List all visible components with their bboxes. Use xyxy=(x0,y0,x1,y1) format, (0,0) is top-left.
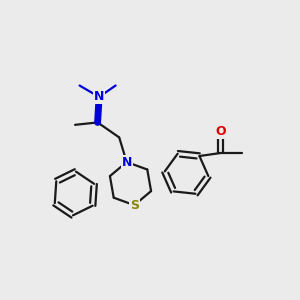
Text: O: O xyxy=(215,125,226,138)
Text: S: S xyxy=(130,199,139,212)
Text: N: N xyxy=(94,90,104,104)
Text: N: N xyxy=(122,155,132,169)
